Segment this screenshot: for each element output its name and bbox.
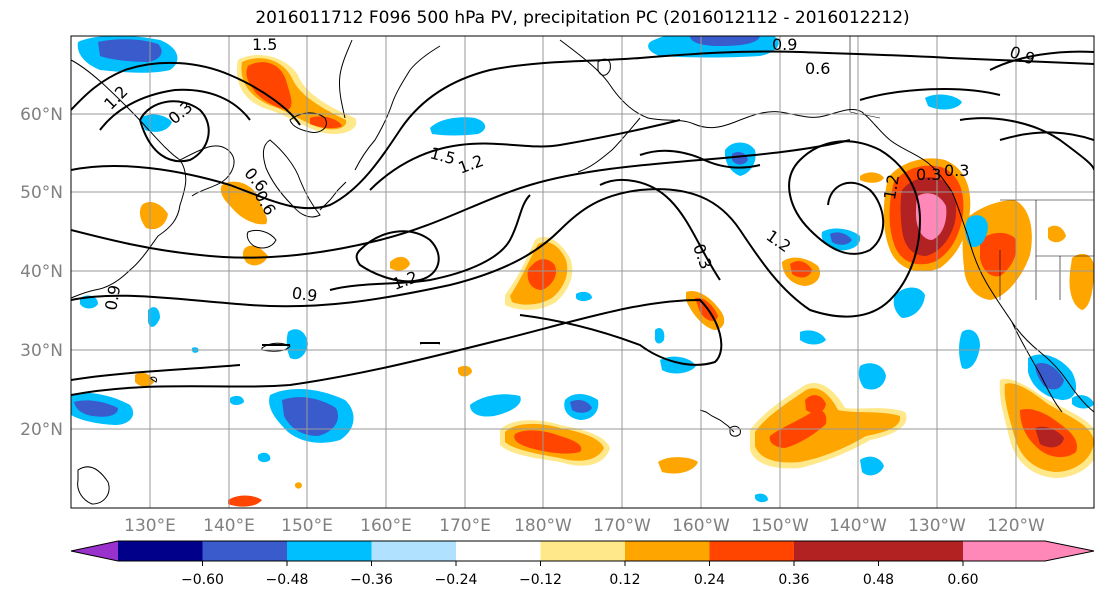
contour-label: 0.3: [944, 161, 969, 180]
lon-label: 170°W: [593, 516, 651, 536]
pv-contours: [71, 50, 1094, 396]
colorbar-tick-label: 0.48: [863, 572, 894, 588]
colorbar: −0.60 −0.48 −0.36 −0.24 −0.12 0.12 0.24 …: [70, 540, 1095, 588]
lon-label: 150°E: [281, 516, 333, 536]
contour-label: 0.3: [916, 165, 941, 184]
colorbar-segment: [371, 541, 456, 561]
contour-label: 1.5: [252, 35, 277, 54]
colorbar-tick-label: 0.24: [694, 572, 725, 588]
lat-label: 40°N: [20, 262, 63, 282]
colorbar-tick-label: 0.60: [947, 572, 978, 588]
colorbar-segment: [202, 541, 287, 561]
lat-label: 20°N: [20, 420, 63, 440]
colorbar-segment: [540, 541, 625, 561]
lon-label: 120°W: [987, 516, 1045, 536]
lon-label: 140°W: [829, 516, 887, 536]
colorbar-ticks: [202, 561, 964, 566]
colorbar-segment: [625, 541, 710, 561]
lon-label: 150°W: [751, 516, 809, 536]
lon-label: 130°W: [908, 516, 966, 536]
contour-label: 1.2: [880, 173, 903, 201]
colorbar-tick-label: −0.48: [266, 572, 309, 588]
lon-label: 140°E: [203, 516, 255, 536]
political-borders: [849, 36, 1094, 300]
colorbar-tick-label: −0.60: [181, 572, 224, 588]
colorbar-tick-label: −0.36: [350, 572, 393, 588]
map-title: 2016011712 F096 500 hPa PV, precipitatio…: [255, 8, 910, 28]
colorbar-tick-label: −0.24: [435, 572, 478, 588]
lon-label: 130°E: [124, 516, 176, 536]
lon-label: 180°W: [514, 516, 572, 536]
lat-label: 50°N: [20, 183, 63, 203]
gridlines: [71, 36, 1094, 508]
colorbar-segment: [118, 541, 203, 561]
colorbar-segment: [287, 541, 372, 561]
colorbar-extend-max: [1045, 541, 1094, 561]
lon-label: 170°E: [439, 516, 491, 536]
colorbar-tick-label: 0.36: [778, 572, 809, 588]
colorbar-segment-upper: [878, 541, 963, 561]
contour-label: 0.9: [291, 283, 319, 305]
contour-label: 0.6: [805, 59, 830, 78]
colorbar-outline: [70, 540, 1095, 562]
colorbar-segment: [794, 541, 879, 561]
lat-label: 30°N: [20, 341, 63, 361]
map-frame: [70, 35, 1095, 509]
colorbar-tick-label: 0.12: [609, 572, 640, 588]
lat-label: 60°N: [20, 105, 63, 125]
colorbar-segment-top: [963, 541, 1045, 561]
colorbar-tick-label: −0.12: [519, 572, 562, 588]
lon-label: 160°E: [360, 516, 412, 536]
colorbar-extend-min: [71, 541, 118, 561]
colorbar-segment: [709, 541, 794, 561]
contour-label: 0.9: [772, 35, 797, 54]
lon-label: 160°W: [672, 516, 730, 536]
latitude-labels: 60°N 50°N 40°N 30°N 20°N: [20, 105, 63, 440]
contour-label: 0.9: [101, 283, 124, 311]
longitude-labels: 130°E 140°E 150°E 160°E 170°E 180°W 170°…: [124, 516, 1045, 536]
colorbar-segment: [456, 541, 541, 561]
